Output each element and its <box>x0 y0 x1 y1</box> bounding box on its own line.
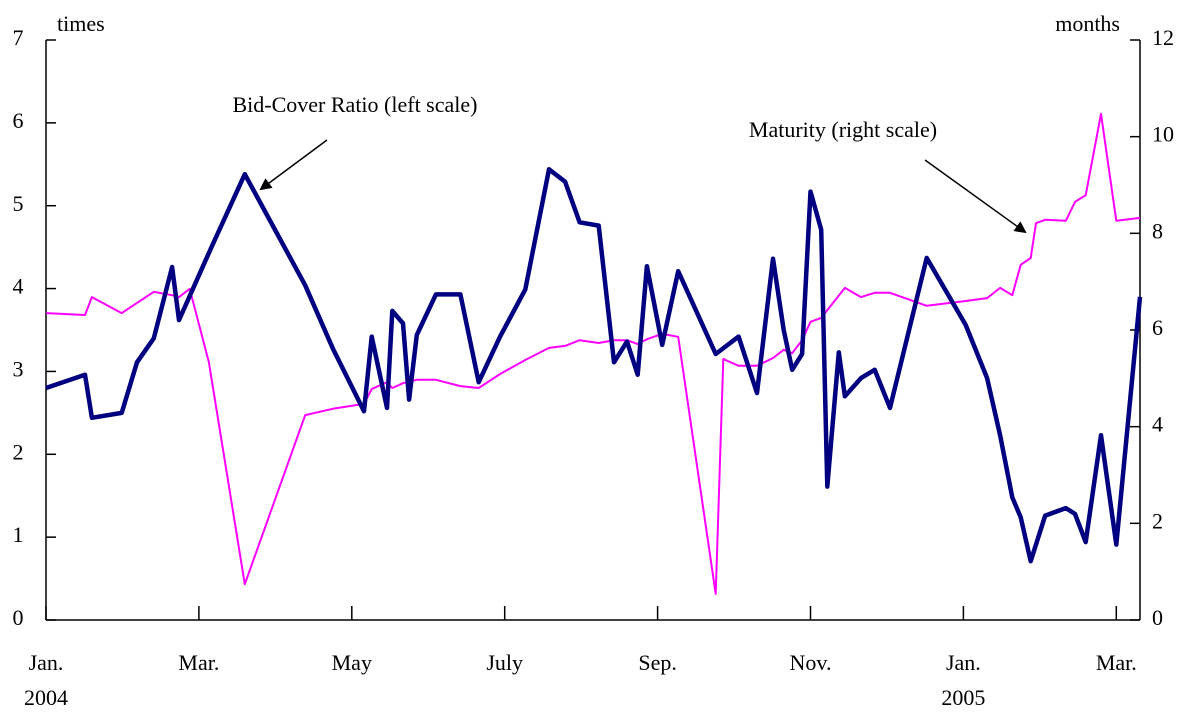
x-tick-label: Sep. <box>638 650 677 675</box>
data-line <box>45 112 1141 595</box>
y2-tick-label: 4 <box>1152 412 1163 437</box>
x-tick-label: May <box>332 650 372 675</box>
x-tick-label: Mar. <box>1096 650 1137 675</box>
y-tick-label: 4 <box>13 274 24 299</box>
y-tick-label: 2 <box>13 439 24 464</box>
y-axis-label: times <box>57 11 105 36</box>
y2-tick-label: 0 <box>1152 605 1163 630</box>
y2-tick-label: 10 <box>1152 122 1174 147</box>
annotation-arrow <box>924 159 1027 234</box>
y-tick-label: 1 <box>13 522 24 547</box>
data-line <box>45 167 1143 564</box>
y-tick-label: 3 <box>13 356 24 381</box>
year-label: 2004 <box>24 685 68 710</box>
annotation: Maturity (right scale) <box>749 117 937 142</box>
y2-tick-label: 8 <box>1152 218 1163 243</box>
y2-tick-label: 2 <box>1152 508 1163 533</box>
x-tick-label: Jan. <box>946 650 981 675</box>
y-tick-label: 5 <box>13 191 24 216</box>
x-tick-label: Nov. <box>790 650 832 675</box>
x-tick-label: July <box>486 650 523 675</box>
annotation-arrow <box>259 139 328 191</box>
y2-tick-label: 12 <box>1152 25 1174 50</box>
x-tick-label: Mar. <box>178 650 219 675</box>
y2-tick-label: 6 <box>1152 315 1163 340</box>
y-tick-label: 6 <box>13 108 24 133</box>
annotation: Bid-Cover Ratio (left scale) <box>233 92 478 117</box>
x-tick-label: Jan. <box>29 650 64 675</box>
y-tick-label: 0 <box>13 605 24 630</box>
year-label: 2005 <box>941 685 985 710</box>
y2-axis-label: months <box>1055 11 1120 36</box>
y-tick-label: 7 <box>13 25 24 50</box>
